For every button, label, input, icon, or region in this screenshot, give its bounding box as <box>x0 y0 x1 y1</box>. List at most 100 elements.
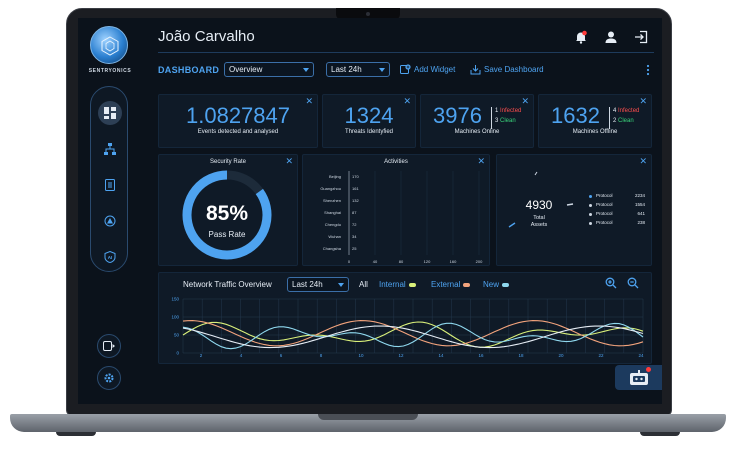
network-range-select[interactable]: Last 24h <box>287 277 349 292</box>
x-tick-label: 40 <box>373 259 378 264</box>
x-tick-label: 2 <box>200 353 203 358</box>
asset-legend-row: Protocol 1554 <box>589 202 645 210</box>
sidebar-item-alerts[interactable] <box>98 209 122 233</box>
close-icon[interactable]: ✕ <box>403 96 411 106</box>
header-divider <box>158 52 654 53</box>
city-label: Chengdu <box>325 222 341 227</box>
sidebar-nav: AI <box>90 86 128 272</box>
threats-caption: Threats Identyfied <box>344 129 394 135</box>
hexagon-logo-icon <box>101 36 119 56</box>
legend-dot <box>589 213 592 216</box>
legend-external[interactable]: External <box>431 280 471 289</box>
robot-assistant-icon <box>630 369 648 385</box>
add-widget-icon <box>400 64 411 74</box>
offline-clean: 2 Clean <box>613 118 634 124</box>
city-label: Shenzhen <box>323 198 341 203</box>
close-icon[interactable]: ✕ <box>477 156 485 166</box>
city-label: Wuhan <box>328 234 341 239</box>
offline-clean-label: Clean <box>618 118 634 124</box>
document-icon <box>105 179 115 191</box>
online-clean-label: Clean <box>500 118 516 124</box>
internal-swatch <box>408 282 416 287</box>
city-value: 170 <box>352 174 359 179</box>
legend-label: Protocol <box>596 220 613 225</box>
city-label: Beijing <box>329 174 341 179</box>
laptop-foot-left <box>56 432 96 436</box>
legend-internal[interactable]: Internal <box>379 280 416 289</box>
exit-icon[interactable] <box>634 30 648 44</box>
sidebar-item-reports[interactable] <box>98 173 122 197</box>
network-range-value: Last 24h <box>292 280 323 289</box>
online-infected-count: 1 <box>495 108 499 114</box>
legend-label: Protocol <box>596 211 613 216</box>
x-tick-label: 8 <box>320 353 323 358</box>
activities-title: Activities <box>384 159 408 165</box>
network-traffic-card: Network Traffic Overview Last 24h All In… <box>158 272 652 364</box>
x-tick-label: 20 <box>558 353 564 358</box>
online-clean: 3 Clean <box>495 118 516 124</box>
logout-panel-icon <box>103 341 115 351</box>
chevron-down-icon <box>379 68 385 72</box>
city-value: 161 <box>352 186 359 191</box>
security-rate-value: 85% <box>206 202 248 225</box>
asset-legend-row: Protocol 238 <box>589 220 645 228</box>
add-widget-button[interactable]: Add Widget <box>400 64 455 75</box>
events-caption: Events detected and analysed <box>197 129 279 135</box>
legend-dot <box>589 222 592 225</box>
close-icon[interactable]: ✕ <box>639 156 647 166</box>
view-select-value: Overview <box>229 65 263 74</box>
svg-text:AI: AI <box>108 255 113 260</box>
sidebar-item-dashboard[interactable] <box>98 101 122 125</box>
machines-offline-value: 1632 <box>551 103 600 128</box>
legend-value: 641 <box>637 211 645 216</box>
header-icons <box>574 30 652 46</box>
legend-new[interactable]: New <box>483 280 510 289</box>
zoom-out-icon[interactable] <box>627 277 639 289</box>
legend-all[interactable]: All <box>359 280 368 289</box>
y-tick-label: 0 <box>176 351 179 356</box>
city-value: 72 <box>352 222 357 227</box>
view-select[interactable]: Overview <box>224 62 314 77</box>
settings-button[interactable] <box>97 366 121 390</box>
traffic-series-line <box>182 321 644 348</box>
close-icon[interactable]: ✕ <box>521 96 529 106</box>
legend-value: 1554 <box>634 202 645 207</box>
machines-offline-caption: Machines Offline <box>572 129 618 135</box>
zoom-in-icon[interactable] <box>605 277 617 289</box>
assets-card: ✕ 4930 Total Assets Protocol 2234 Protocol… <box>496 154 652 266</box>
sidebar-item-network[interactable] <box>98 137 122 161</box>
x-tick-label: 4 <box>240 353 243 358</box>
sidebar-panel-toggle[interactable] <box>97 334 121 358</box>
save-dashboard-button[interactable]: Save Dashboard <box>470 64 544 75</box>
more-options-icon[interactable] <box>646 64 650 76</box>
x-tick-label: 160 <box>450 259 457 264</box>
ring-segment <box>508 222 516 228</box>
city-value: 87 <box>352 210 357 215</box>
dashboard-label: DASHBOARD <box>158 65 220 75</box>
machines-offline-card: ✕ 1632 4 Infected 2 Clean Machines Offli… <box>538 94 652 148</box>
x-tick-label: 120 <box>424 259 431 264</box>
app-screen: SENTRYONICS AI <box>78 18 662 404</box>
range-select[interactable]: Last 24h <box>326 62 390 77</box>
x-tick-label: 200 <box>476 259 483 264</box>
user-profile-icon[interactable] <box>604 30 618 44</box>
security-rate-gauge: 85% Pass Rate <box>182 170 272 260</box>
brand-logo[interactable] <box>90 26 128 64</box>
machines-online-card: ✕ 3976 1 Infected 3 Clean Machines Onlin… <box>420 94 534 148</box>
x-tick-label: 10 <box>358 353 364 358</box>
chatbot-button[interactable] <box>615 365 662 390</box>
offline-infected-count: 4 <box>613 108 617 114</box>
city-value: 34 <box>352 234 357 239</box>
city-value: 25 <box>352 246 357 251</box>
alert-target-icon <box>104 215 116 227</box>
camera-lens <box>366 12 370 16</box>
sidebar-item-ai[interactable]: AI <box>98 245 122 269</box>
range-select-value: Last 24h <box>331 65 362 74</box>
close-icon[interactable]: ✕ <box>639 96 647 106</box>
legend-external-label: External <box>431 280 461 289</box>
close-icon[interactable]: ✕ <box>285 156 293 166</box>
close-icon[interactable]: ✕ <box>305 96 313 106</box>
notification-bell-icon[interactable] <box>574 30 588 44</box>
x-tick-label: 18 <box>518 353 524 358</box>
